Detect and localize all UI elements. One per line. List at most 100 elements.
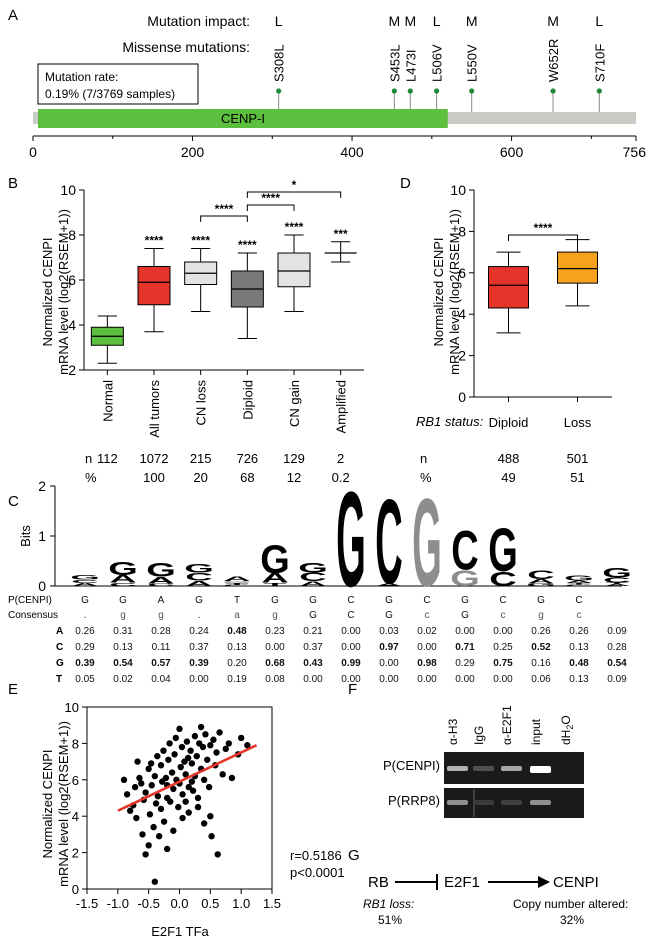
pwm-cell: 0.13 [227, 642, 247, 653]
pwm-cell: 0.19 [227, 674, 247, 685]
pwm-cell: c [425, 610, 430, 621]
y-tick-label: 4 [458, 306, 466, 322]
box-diploid [230, 252, 264, 339]
scatter-point [157, 805, 165, 813]
panel-label-c: C [8, 493, 19, 510]
logo-letter-c: C [109, 582, 136, 587]
logo-letter-g: G [488, 516, 518, 585]
pwm-cell: C [347, 595, 354, 606]
axis-tick-label: 600 [500, 144, 524, 160]
mutation-impact-l550v: M [466, 13, 478, 29]
bracket-label: **** [261, 191, 280, 205]
pwm-cell: 0.71 [455, 642, 475, 653]
axis-tick-label: 0 [29, 144, 37, 160]
scatter-point [202, 731, 209, 738]
pwm-cell: g [272, 610, 278, 621]
pwm-cell: 0.00 [303, 674, 323, 685]
pwm-cell: 0.11 [152, 642, 171, 653]
e-p-text: p<0.0001 [290, 865, 345, 880]
mutation-impact-s308l: L [275, 13, 283, 29]
scatter-point [188, 760, 196, 767]
bracket-line [246, 204, 295, 211]
pwm-cell: G [119, 595, 127, 606]
pwm-cell: 0.00 [417, 674, 437, 685]
scatter-point [131, 783, 139, 791]
box-body [137, 266, 171, 306]
logo-letter-g: G [526, 583, 556, 587]
significance-stars: **** [191, 234, 210, 248]
bracket-label: * [292, 178, 297, 192]
scatter-point [170, 785, 177, 793]
d-ylabel-line2: mRNA level (log2(RSEM+1)) [447, 209, 462, 375]
scatter-point [200, 820, 208, 827]
pwm-cell: 0.00 [341, 674, 361, 685]
pwm-cell: 0.26 [569, 626, 589, 637]
scatter-point [160, 747, 167, 754]
pwm-cell: G [385, 595, 393, 606]
pwm-cell: G [309, 610, 317, 621]
scatter-point [179, 791, 186, 798]
x-tick-label: All tumors [147, 380, 162, 438]
panel-f: F α-H3 IgG α-E2F1 input dH2O P(CENPI) P(… [348, 681, 584, 818]
scatter-point [185, 809, 192, 816]
mutation-impact-l473i: M [404, 13, 416, 29]
scatter-point [142, 851, 149, 858]
box-diploid [488, 251, 529, 334]
e-ylabel-line1: Normalized CENPI [40, 749, 55, 858]
node-cenpi: CENPI [553, 874, 599, 891]
scatter-point [162, 774, 170, 782]
mutation-dot [433, 88, 440, 94]
y-tick-label: 8 [68, 227, 76, 243]
bracket-label: **** [215, 202, 234, 216]
scatter-point [145, 842, 152, 849]
pwm-row-label: T [56, 674, 62, 685]
scatter-point [151, 772, 159, 780]
mutation-l473i: L473I [403, 49, 418, 112]
band-rrp8 [530, 800, 551, 805]
mutation-s453l: S453L [387, 44, 402, 112]
scatter-point [225, 740, 233, 747]
rb1-loss-value: 51% [378, 913, 402, 927]
scatter-point [187, 747, 194, 754]
pwm-cell: G [195, 595, 203, 606]
pwm-cell: C [499, 595, 506, 606]
c-ylabel: Bits [18, 525, 33, 547]
scatter-point [194, 803, 202, 811]
y-tick-label: 0 [72, 882, 79, 897]
y-tick-label: 2 [72, 846, 79, 861]
logo-letter-t: T [605, 582, 629, 585]
pwm-cell: . [84, 610, 87, 621]
scatter-point [145, 765, 152, 773]
y-tick-label: 4 [72, 809, 79, 824]
pwm-cell: 0.13 [569, 674, 589, 685]
scatter-point [168, 769, 176, 776]
bracket-line [508, 234, 578, 241]
logo-letter-a: A [299, 580, 326, 588]
rb1-status-label: RB1 status: [416, 414, 484, 429]
band-cenpi [501, 766, 522, 771]
pwm-row-label: P(CENPI) [8, 595, 52, 606]
mutation-label: S710F [592, 44, 607, 82]
scatter-point [207, 742, 214, 749]
pwm-cell: 0.08 [265, 674, 285, 685]
logo-letter-c: C [565, 584, 592, 586]
pwm-cell: 0.97 [379, 642, 399, 653]
logo-letter-g: G [70, 574, 100, 581]
pwm-cell: C [575, 595, 582, 606]
scatter-point [178, 743, 186, 751]
box-cn-gain [277, 234, 311, 312]
band-cenpi [447, 766, 468, 771]
logo-letter-c: C [489, 568, 516, 591]
pwm-cell: c [501, 610, 506, 621]
x-tick-label: Normal [100, 380, 115, 422]
pwm-cell: 0.00 [341, 642, 361, 653]
mutation-w652r: W652R [546, 39, 561, 112]
logo-letter-a: A [71, 582, 98, 587]
logo-letter-g: G [108, 559, 138, 580]
scatter-point [200, 776, 208, 783]
box-loss [557, 239, 598, 307]
mutation-label: S453L [387, 44, 402, 82]
pwm-cell: 0.43 [303, 658, 323, 669]
